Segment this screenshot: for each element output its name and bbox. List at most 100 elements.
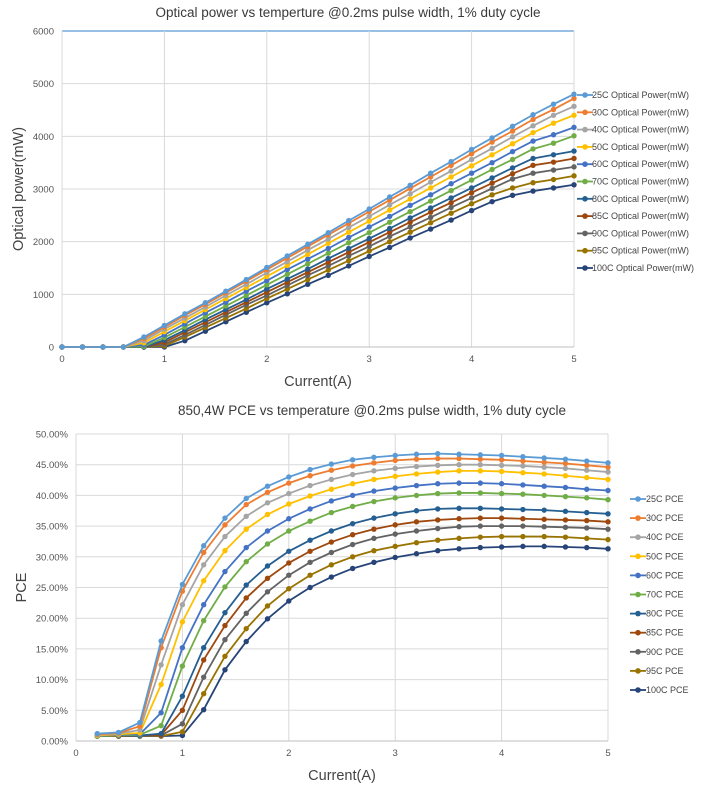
data-point xyxy=(413,456,420,462)
data-point xyxy=(541,483,547,489)
data-point xyxy=(498,462,505,469)
data-point xyxy=(179,693,186,699)
data-point xyxy=(328,539,335,545)
data-point xyxy=(489,135,495,141)
legend-marker xyxy=(582,109,588,116)
data-point xyxy=(286,598,292,604)
data-point xyxy=(407,202,413,209)
x-tick-label: 1 xyxy=(162,354,167,365)
series-60c-pce xyxy=(94,480,611,739)
legend-marker xyxy=(582,92,588,98)
data-point xyxy=(435,455,441,462)
data-point xyxy=(509,156,516,163)
data-point xyxy=(141,334,147,340)
legend-item: 90C Optical Power(mW) xyxy=(577,228,689,238)
data-point xyxy=(286,572,292,578)
series-line xyxy=(97,457,609,736)
legend-item: 90C PCE xyxy=(630,647,684,657)
y-tick-label: 3000 xyxy=(33,185,54,196)
data-point xyxy=(286,480,292,486)
data-point xyxy=(562,456,569,462)
legend-item: 70C PCE xyxy=(630,590,684,600)
data-point xyxy=(325,255,331,262)
data-point xyxy=(349,520,356,527)
data-point xyxy=(407,224,413,230)
data-point xyxy=(498,523,505,529)
data-point xyxy=(498,515,505,521)
data-point xyxy=(509,141,516,147)
series-line xyxy=(62,183,575,348)
data-point xyxy=(223,288,229,294)
data-point xyxy=(584,495,590,501)
data-point xyxy=(605,526,611,532)
data-point xyxy=(571,124,577,131)
data-point xyxy=(468,195,475,201)
data-point xyxy=(448,210,454,216)
data-point xyxy=(386,194,393,200)
data-point xyxy=(243,292,250,299)
data-point xyxy=(562,524,569,531)
data-point xyxy=(520,463,526,469)
data-point xyxy=(584,462,590,469)
legend-label: 100C PCE xyxy=(646,685,689,695)
data-point xyxy=(328,498,335,504)
data-point xyxy=(349,481,356,487)
data-point xyxy=(562,493,569,500)
data-point xyxy=(530,155,536,162)
data-point xyxy=(468,177,475,183)
legend-label: 25C Optical Power(mW) xyxy=(592,90,689,100)
data-point xyxy=(222,568,228,575)
x-axis-label: Current(A) xyxy=(284,374,352,390)
data-point xyxy=(605,497,611,503)
data-point xyxy=(427,205,434,211)
data-point xyxy=(489,185,495,192)
data-point xyxy=(346,257,352,264)
series-40c-pce xyxy=(94,462,611,738)
legend-label: 40C Optical Power(mW) xyxy=(592,125,689,135)
legend-label: 50C PCE xyxy=(646,551,684,561)
data-point xyxy=(371,547,377,554)
legend-item: 30C Optical Power(mW) xyxy=(577,107,689,117)
data-point xyxy=(413,519,420,525)
data-point xyxy=(349,554,356,560)
legend-item: 100C PCE xyxy=(630,685,689,695)
data-point xyxy=(530,123,536,129)
data-point xyxy=(286,501,292,507)
data-point xyxy=(371,559,377,566)
legend-label: 30C PCE xyxy=(646,513,684,523)
legend-item: 95C PCE xyxy=(630,666,684,676)
data-point xyxy=(468,201,475,207)
legend-marker xyxy=(582,196,588,202)
legend-label: 25C PCE xyxy=(646,494,684,504)
data-point xyxy=(407,182,413,189)
data-point xyxy=(264,563,271,569)
data-point xyxy=(571,155,577,162)
data-point xyxy=(520,491,526,497)
y-tick-label: 15.00% xyxy=(36,644,69,655)
data-point xyxy=(427,174,434,180)
data-point xyxy=(448,174,454,180)
series-40c-optical-power-mw- xyxy=(59,103,577,350)
y-tick-label: 1000 xyxy=(33,290,54,301)
data-point xyxy=(448,162,454,168)
data-point xyxy=(79,344,86,350)
data-point xyxy=(222,609,228,616)
chart-title: Optical power vs temperture @0.2ms pulse… xyxy=(155,5,540,20)
data-point xyxy=(243,559,249,565)
data-point xyxy=(530,112,536,118)
data-point xyxy=(605,511,611,517)
legend-label: 60C PCE xyxy=(646,570,684,580)
y-tick-label: 35.00% xyxy=(36,522,69,533)
data-point xyxy=(284,271,290,278)
data-point xyxy=(179,581,186,588)
y-tick-label: 6000 xyxy=(33,27,54,38)
data-point xyxy=(571,148,577,154)
legend-marker xyxy=(635,629,641,636)
data-point xyxy=(520,523,526,529)
data-point xyxy=(498,490,505,497)
data-point xyxy=(427,220,434,226)
data-point xyxy=(264,603,271,609)
series-line xyxy=(62,174,575,348)
optical-power-chart-svg: Optical power vs temperture @0.2ms pulse… xyxy=(11,5,694,390)
data-point xyxy=(509,165,516,171)
